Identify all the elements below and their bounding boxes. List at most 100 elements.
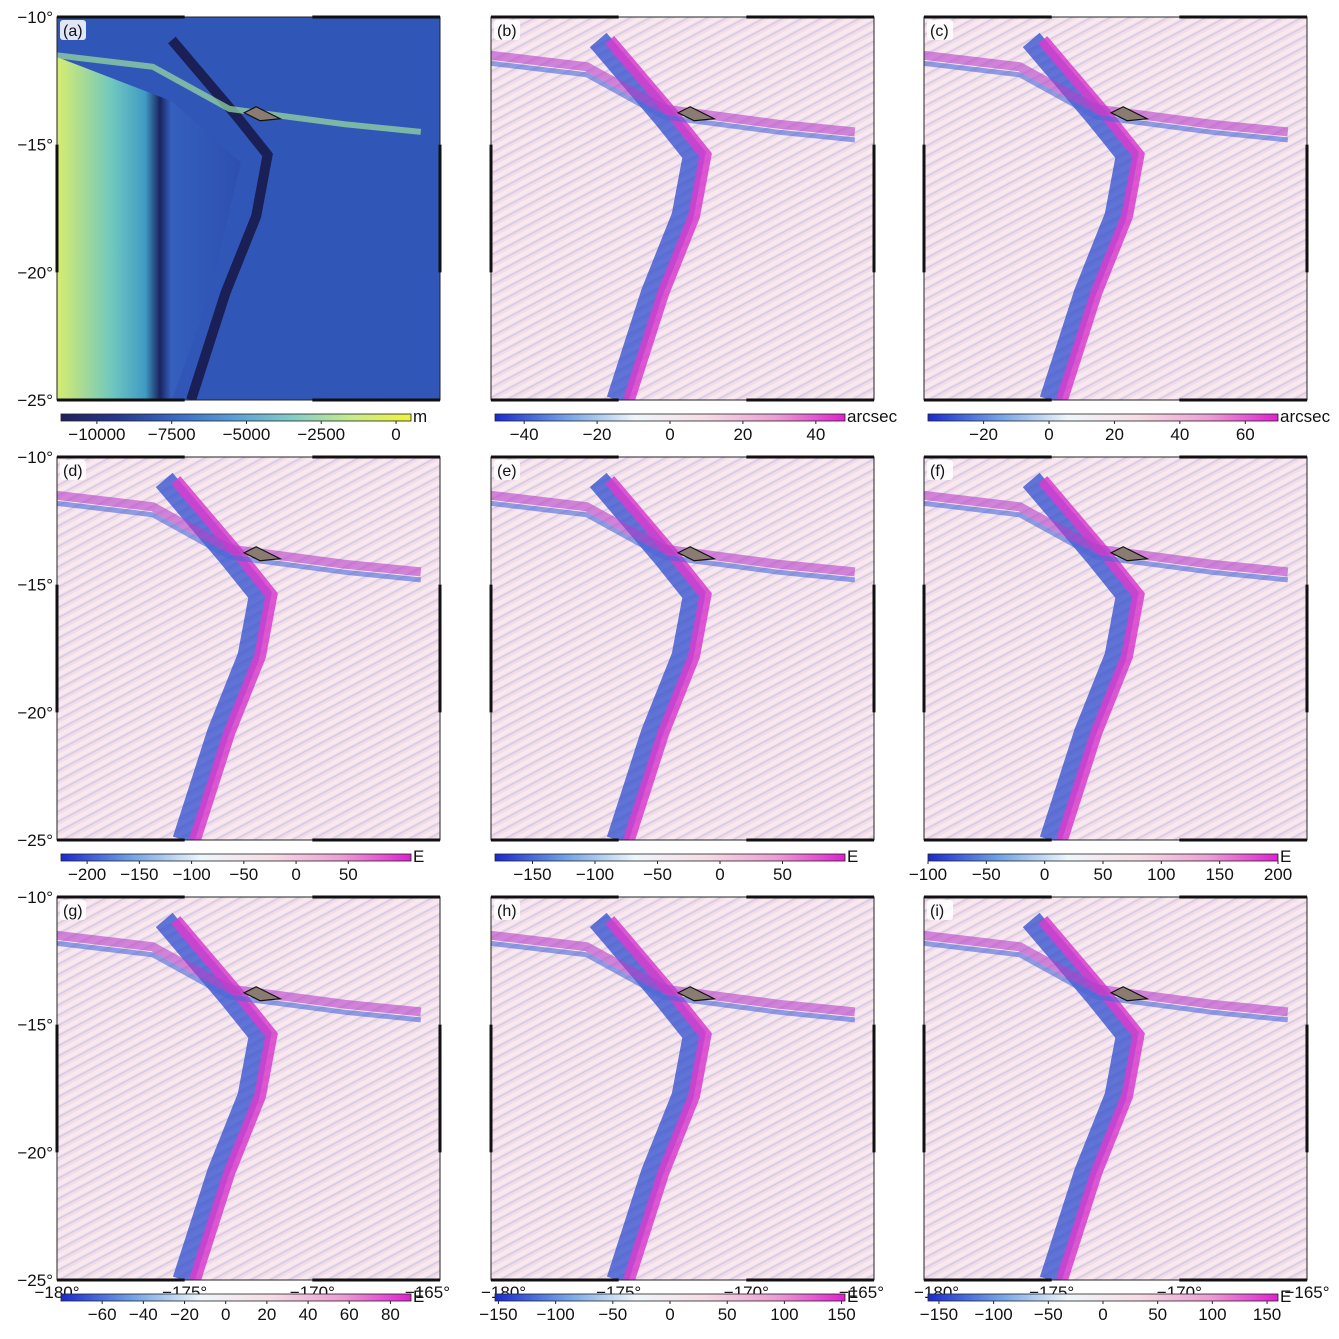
colorbar-tick-label: 200	[1264, 865, 1292, 884]
colorbar-tick-label: 0	[221, 1305, 230, 1324]
colorbar-unit: m	[413, 407, 427, 426]
colorbar-tick-label: −50	[229, 865, 258, 884]
panel-label: (h)	[497, 903, 517, 920]
colorbar-tick-label: 150	[827, 1305, 855, 1324]
colorbar-unit: arcsec	[1280, 407, 1331, 426]
colorbar-tick-label: −100	[172, 865, 210, 884]
colorbar-tick-label: −40	[510, 425, 539, 444]
panel-label: (d)	[63, 463, 83, 480]
colorbar-ramp	[494, 413, 846, 422]
lat-tick-label: −10°	[17, 888, 53, 907]
island-marker	[1109, 986, 1150, 1002]
colorbar-tick-label: 50	[1094, 865, 1113, 884]
colorbar: m −10000 −7500 −5000 −2500 0	[60, 407, 427, 444]
panel-label: (g)	[63, 903, 83, 920]
colorbar: E −150 −100 −50 0 50	[494, 847, 858, 884]
colorbar-tick-label: 50	[773, 865, 792, 884]
lat-tick-label: −15°	[17, 576, 53, 595]
lat-tick-label: −25°	[17, 831, 53, 850]
colorbar-ramp	[60, 413, 412, 422]
colorbar-tick-label: 0	[1040, 865, 1049, 884]
panel-f: (f) E −100 −50 0 50 100 150 200	[909, 455, 1309, 884]
colorbar-ramp	[927, 853, 1279, 862]
island-marker	[676, 546, 717, 562]
colorbar-ramp	[494, 853, 846, 862]
map-image	[491, 17, 874, 400]
colorbar-tick-label: 50	[339, 865, 358, 884]
colorbar-tick-label: 0	[1098, 1305, 1107, 1324]
colorbar: arcsec −20 0 20 40 60	[927, 407, 1331, 444]
colorbar-tick-label: 20	[1105, 425, 1124, 444]
colorbar-unit: E	[413, 847, 424, 866]
colorbar-tick-label: −50	[1034, 1305, 1063, 1324]
colorbar-tick-label: 40	[806, 425, 825, 444]
map-image	[57, 17, 440, 400]
colorbar-unit: E	[1280, 1287, 1291, 1306]
colorbar: E −150 −100 −50 0 50 100 150	[920, 1287, 1292, 1324]
colorbar-tick-label: 50	[1148, 1305, 1167, 1324]
lat-tick-label: −15°	[17, 1016, 53, 1035]
map-image	[57, 457, 440, 840]
colorbar: E −150 −100 −50 0 50 100 150	[479, 1287, 858, 1324]
island-marker	[1109, 106, 1150, 122]
colorbar: arcsec −40 −20 0 20 40	[494, 407, 898, 444]
colorbar-tick-label: 100	[770, 1305, 798, 1324]
colorbar-unit: E	[847, 1287, 858, 1306]
colorbar-tick-label: −150	[479, 1305, 517, 1324]
colorbar-tick-label: 50	[718, 1305, 737, 1324]
panel-e: (e) E −150 −100 −50 0 50	[489, 455, 876, 884]
colorbar-tick-label: 60	[1236, 425, 1255, 444]
map-image	[924, 457, 1307, 840]
lat-tick-label: −20°	[17, 703, 53, 722]
panel-i: (i)−180° −175° −170° −165°E−150 −100 −50 0 50 10…	[914, 895, 1330, 1324]
colorbar-tick-label: −2500	[297, 425, 345, 444]
colorbar-tick-label: −100	[536, 1305, 574, 1324]
colorbar-tick-label: −100	[909, 865, 947, 884]
colorbar: E −100 −50 0 50 100 150 200	[909, 847, 1292, 884]
lat-tick-label: −10°	[17, 8, 53, 27]
colorbar-unit: E	[847, 847, 858, 866]
colorbar-tick-label: −10000	[68, 425, 125, 444]
colorbar-tick-label: 150	[1253, 1305, 1281, 1324]
island-marker	[242, 986, 283, 1002]
colorbar-tick-label: 20	[257, 1305, 276, 1324]
colorbar-ramp	[927, 1293, 1279, 1302]
panel-label: (i)	[930, 903, 944, 920]
panel-label: (b)	[497, 23, 517, 40]
colorbar-tick-label: 80	[381, 1305, 400, 1324]
colorbar-tick-label: −5000	[223, 425, 271, 444]
lat-tick-label: −10°	[17, 448, 53, 467]
lat-tick-label: −20°	[17, 1143, 53, 1162]
colorbar-ramp	[494, 1293, 846, 1302]
colorbar-tick-label: 0	[665, 425, 674, 444]
panel-g: (g)−10°−15°−20°−25°−180° −175° −170° −165°E…	[17, 888, 450, 1324]
colorbar-tick-label: −40	[129, 1305, 158, 1324]
colorbar-tick-label: −100	[576, 865, 614, 884]
colorbar: E −60 −40 −20 0 20 40 60 80	[60, 1287, 424, 1324]
panel-label: (e)	[497, 463, 517, 480]
lon-tick-label: −165°	[1284, 1283, 1329, 1302]
colorbar-unit: arcsec	[847, 407, 898, 426]
colorbar-tick-label: 60	[340, 1305, 359, 1324]
lat-tick-label: −15°	[17, 136, 53, 155]
colorbar-ramp	[60, 853, 412, 862]
colorbar-tick-label: −7500	[148, 425, 196, 444]
colorbar-tick-label: 100	[1198, 1305, 1226, 1324]
island-marker	[676, 986, 717, 1002]
lat-tick-label: −25°	[17, 1271, 53, 1290]
panel-label: (a)	[63, 23, 83, 40]
colorbar-tick-label: 40	[1170, 425, 1189, 444]
colorbar-tick-label: −50	[643, 865, 672, 884]
colorbar-tick-label: 20	[733, 425, 752, 444]
panel-h: (h)−180° −175° −170° −165°E−150 −100 −50 0 50 10…	[479, 895, 884, 1324]
map-image	[924, 17, 1307, 400]
colorbar-tick-label: 0	[291, 865, 300, 884]
lon-tick-label: −165°	[839, 1283, 884, 1302]
lon-tick-label: −165°	[405, 1283, 450, 1302]
colorbar-tick-label: 0	[391, 425, 400, 444]
colorbar: E −200 −150 −100 −50 0 50	[60, 847, 424, 884]
colorbar-tick-label: −60	[88, 1305, 117, 1324]
colorbar-tick-label: −20	[583, 425, 612, 444]
panel-b: (b) arcsec −40 −20 0 20 40	[489, 15, 898, 444]
lat-tick-label: −20°	[17, 263, 53, 282]
